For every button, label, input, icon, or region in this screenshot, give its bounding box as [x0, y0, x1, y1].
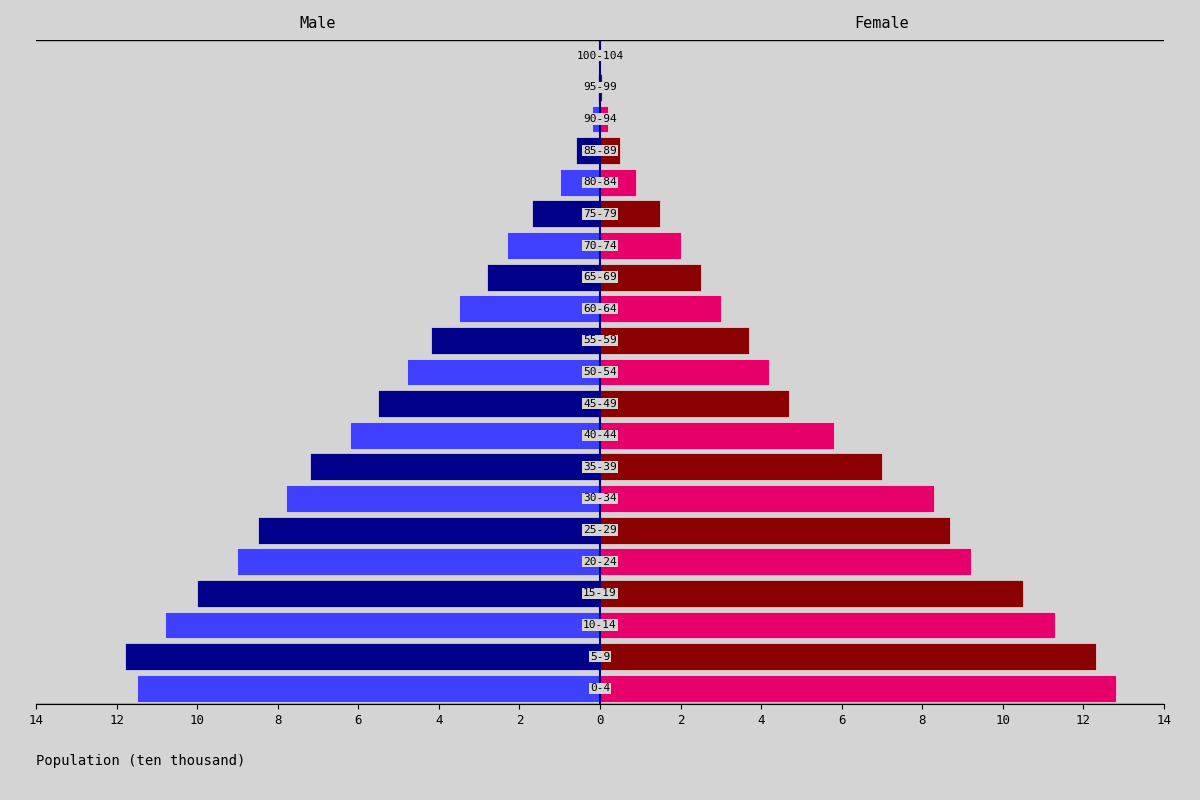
Text: 85-89: 85-89: [583, 146, 617, 156]
Bar: [600, 485, 935, 512]
Bar: [576, 138, 600, 164]
Text: 35-39: 35-39: [583, 462, 617, 472]
Bar: [286, 485, 600, 512]
Text: 40-44: 40-44: [583, 430, 617, 440]
Bar: [600, 454, 882, 480]
Bar: [600, 611, 1055, 638]
Bar: [125, 643, 600, 670]
Text: 0-4: 0-4: [590, 683, 610, 693]
Text: 65-69: 65-69: [583, 272, 617, 282]
Text: Female: Female: [854, 15, 910, 30]
Text: 25-29: 25-29: [583, 525, 617, 535]
Bar: [258, 517, 600, 543]
Text: 10-14: 10-14: [583, 620, 617, 630]
Text: 80-84: 80-84: [583, 178, 617, 187]
Text: 15-19: 15-19: [583, 588, 617, 598]
Text: 20-24: 20-24: [583, 557, 617, 566]
Bar: [197, 580, 600, 606]
Text: 45-49: 45-49: [583, 398, 617, 409]
Bar: [164, 611, 600, 638]
Bar: [600, 422, 834, 449]
Text: 55-59: 55-59: [583, 335, 617, 346]
Bar: [238, 548, 600, 575]
Text: 95-99: 95-99: [583, 82, 617, 93]
Text: 30-34: 30-34: [583, 494, 617, 503]
Bar: [600, 517, 950, 543]
Text: Male: Male: [300, 15, 336, 30]
Text: 75-79: 75-79: [583, 209, 617, 219]
Bar: [600, 232, 680, 259]
Text: Population (ten thousand): Population (ten thousand): [36, 754, 245, 768]
Bar: [598, 74, 600, 101]
Bar: [600, 295, 721, 322]
Bar: [600, 358, 769, 386]
Bar: [431, 327, 600, 354]
Bar: [600, 643, 1096, 670]
Bar: [137, 674, 600, 702]
Bar: [592, 106, 600, 133]
Text: 70-74: 70-74: [583, 241, 617, 250]
Bar: [600, 390, 790, 417]
Bar: [600, 138, 620, 164]
Bar: [600, 674, 1116, 702]
Text: 90-94: 90-94: [583, 114, 617, 124]
Bar: [600, 169, 636, 196]
Bar: [378, 390, 600, 417]
Text: 60-64: 60-64: [583, 304, 617, 314]
Bar: [532, 201, 600, 227]
Bar: [458, 295, 600, 322]
Bar: [350, 422, 600, 449]
Bar: [508, 232, 600, 259]
Bar: [407, 358, 600, 386]
Bar: [559, 169, 600, 196]
Bar: [600, 264, 701, 290]
Bar: [310, 454, 600, 480]
Text: 100-104: 100-104: [576, 51, 624, 61]
Text: 5-9: 5-9: [590, 651, 610, 662]
Bar: [600, 327, 749, 354]
Text: 50-54: 50-54: [583, 367, 617, 377]
Bar: [600, 548, 971, 575]
Bar: [600, 580, 1022, 606]
Bar: [600, 74, 602, 101]
Bar: [600, 106, 608, 133]
Bar: [600, 201, 660, 227]
Bar: [487, 264, 600, 290]
